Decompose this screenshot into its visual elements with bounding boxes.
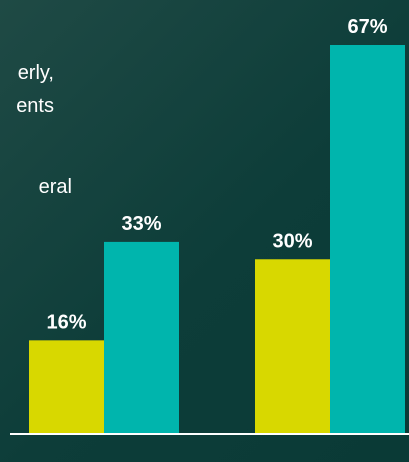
bar-s2-c2: [330, 45, 405, 433]
bar-s1-c1: [29, 340, 104, 433]
bars-layer: 16% 30% 33% 67%: [29, 16, 405, 433]
data-label-s2-c2: 67%: [347, 16, 387, 38]
text-fragment-2: ents: [16, 95, 54, 117]
bar-s1-c2: [255, 259, 330, 433]
text-fragment-1: erly,: [17, 62, 54, 84]
text-fragment-3: eral: [38, 176, 72, 198]
data-label-s1-c2: 30%: [272, 230, 312, 252]
bar-s2-c1: [104, 241, 179, 433]
data-label-s2-c1: 33%: [121, 213, 161, 235]
data-label-s1-c1: 16%: [46, 311, 86, 333]
